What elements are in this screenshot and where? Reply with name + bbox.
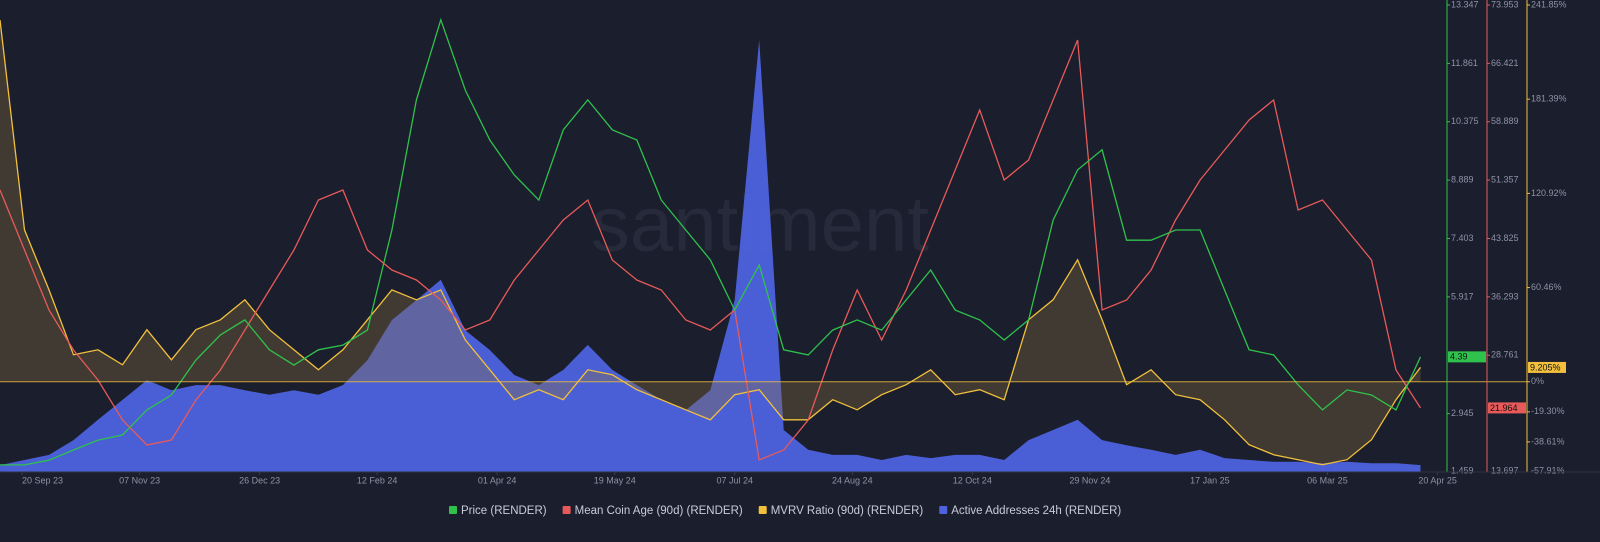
x-tick-label: 01 Apr 24 — [478, 475, 517, 485]
value-tag-label: 4.39 — [1450, 352, 1468, 362]
y-tick-label: 13.347 — [1451, 0, 1479, 9]
value-tag — [1488, 402, 1526, 414]
y-tick-label: 36.293 — [1491, 291, 1519, 301]
mvrv-fill — [0, 20, 1421, 465]
x-tick-label: 12 Feb 24 — [357, 475, 398, 485]
x-tick-label: 07 Nov 23 — [119, 475, 160, 485]
x-tick-label: 12 Oct 24 — [953, 475, 992, 485]
y-tick-label: 13.697 — [1491, 465, 1519, 475]
x-tick-label: 06 Mar 25 — [1307, 475, 1348, 485]
x-tick-label: 24 Aug 24 — [832, 475, 873, 485]
y-tick-label: -38.61% — [1531, 436, 1565, 446]
y-tick-label: 11.861 — [1451, 58, 1478, 68]
y-tick-label: 2.945 — [1451, 408, 1474, 418]
legend-swatch — [939, 506, 948, 514]
y-tick-label: 58.889 — [1491, 116, 1519, 126]
y-tick-label: -19.30% — [1531, 406, 1565, 416]
value-tag-label: 21.964 — [1490, 403, 1518, 413]
x-tick-label: 26 Dec 23 — [239, 475, 280, 485]
legend-label: Active Addresses 24h (RENDER) — [951, 505, 1121, 517]
x-tick-label: 20 Apr 25 — [1418, 475, 1457, 485]
y-tick-label: 28.761 — [1491, 350, 1519, 360]
x-tick-label: 29 Nov 24 — [1069, 475, 1110, 485]
legend-label: Mean Coin Age (90d) (RENDER) — [575, 505, 743, 517]
value-tag — [1448, 351, 1486, 363]
value-tag — [1528, 361, 1566, 373]
y-tick-label: -57.91% — [1531, 465, 1565, 475]
y-tick-label: 60.46% — [1531, 282, 1562, 292]
y-tick-label: 73.953 — [1491, 0, 1519, 9]
y-tick-label: 8.889 — [1451, 175, 1474, 185]
legend-label: MVRV Ratio (90d) (RENDER) — [771, 505, 924, 517]
line — [0, 17, 1422, 466]
line — [0, 19, 1422, 466]
y-tick-label: 10.375 — [1451, 116, 1479, 126]
y-tick-label: 7.403 — [1451, 233, 1474, 243]
x-tick-label: 07 Jul 24 — [716, 475, 753, 485]
legend-swatch — [758, 506, 767, 514]
area — [0, 40, 1421, 472]
y-tick-label: 66.421 — [1491, 58, 1519, 68]
y-tick-label: 241.85% — [1531, 0, 1567, 9]
y-tick-label: 181.39% — [1531, 94, 1567, 104]
legend-swatch — [562, 506, 571, 514]
y-tick-label: 1.459 — [1451, 465, 1474, 475]
x-tick-label: 17 Jan 25 — [1190, 475, 1230, 485]
line — [0, 39, 1422, 461]
y-tick-label: 51.357 — [1491, 175, 1519, 185]
y-tick-label: 0% — [1531, 376, 1544, 386]
y-tick-label: 120.92% — [1531, 188, 1567, 198]
y-tick-label: 5.917 — [1451, 291, 1474, 301]
x-tick-label: 19 May 24 — [594, 475, 636, 485]
legend-swatch — [449, 506, 457, 514]
legend-label: Price (RENDER) — [461, 505, 547, 517]
x-tick-label: 20 Sep 23 — [22, 475, 63, 485]
value-tag-label: 9.205% — [1530, 362, 1561, 372]
y-tick-label: 43.825 — [1491, 233, 1519, 243]
